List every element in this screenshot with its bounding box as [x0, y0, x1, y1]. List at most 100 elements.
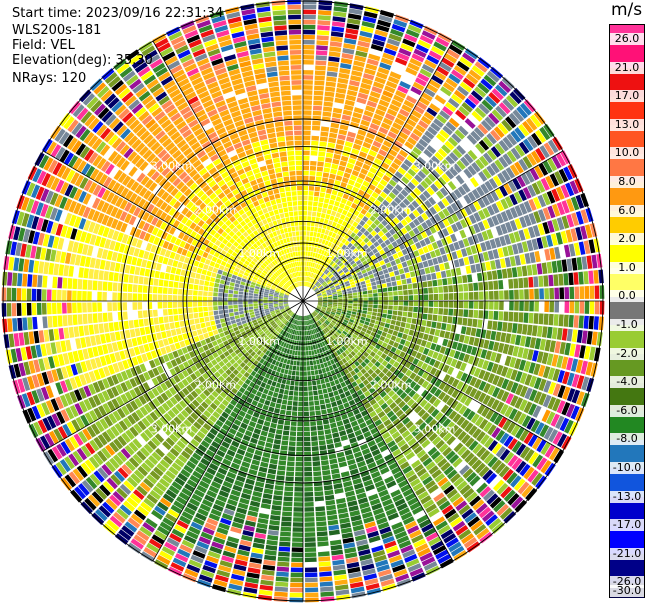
range-gate-cell: [202, 564, 216, 574]
range-gate-cell: [407, 474, 418, 483]
range-gate-cell: [441, 504, 454, 515]
range-gate-cell: [304, 456, 312, 462]
range-gate-cell: [303, 396, 309, 402]
range-gate-cell: [296, 446, 303, 452]
range-gate-cell: [344, 240, 350, 246]
range-gate-cell: [352, 333, 358, 339]
range-gate-cell: [468, 301, 474, 309]
range-gate-cell: [260, 579, 274, 586]
range-gate-cell: [215, 387, 223, 395]
range-gate-cell: [454, 129, 466, 140]
range-gate-cell: [551, 155, 562, 169]
range-gate-cell: [310, 267, 314, 273]
range-gate-cell: [289, 333, 293, 339]
range-gate-cell: [133, 386, 142, 397]
range-gate-cell: [436, 496, 448, 507]
range-gate-cell: [335, 286, 341, 290]
range-gate-cell: [264, 399, 271, 406]
range-gate-cell: [347, 500, 358, 507]
range-gate-cell: [529, 337, 537, 349]
range-gate-cell: [134, 328, 141, 337]
range-gate-cell: [389, 220, 396, 228]
range-gate-cell: [532, 405, 542, 418]
range-gate-cell: [333, 437, 341, 443]
range-gate-cell: [459, 362, 467, 372]
range-gate-cell: [453, 188, 463, 199]
range-gate-cell: [486, 396, 496, 408]
range-gate-cell: [186, 367, 194, 375]
range-gate-cell: [194, 466, 205, 475]
range-gate-cell: [459, 464, 470, 476]
range-gate-cell: [457, 445, 468, 457]
range-gate-cell: [478, 291, 484, 300]
range-gate-cell: [490, 162, 500, 174]
range-gate-cell: [219, 428, 228, 436]
range-gate-cell: [256, 402, 264, 409]
range-gate-cell: [373, 301, 378, 305]
range-gate-cell: [341, 311, 347, 315]
range-gate-cell: [309, 330, 312, 335]
range-gate-cell: [138, 345, 146, 354]
range-gate-cell: [165, 470, 176, 480]
range-gate-cell: [537, 223, 546, 236]
range-gate-cell: [279, 536, 291, 542]
range-gate-cell: [216, 323, 222, 329]
range-gate-cell: [431, 408, 440, 418]
range-gate-cell: [257, 319, 263, 324]
range-gate-cell: [209, 415, 218, 423]
range-gate-cell: [496, 213, 504, 224]
range-gate-cell: [312, 312, 317, 317]
range-gate-cell: [327, 280, 332, 285]
range-gate-cell: [409, 529, 422, 539]
range-gate-cell: [234, 512, 246, 520]
range-gate-cell: [372, 549, 386, 558]
range-gate-cell: [407, 203, 416, 212]
range-gate-cell: [489, 238, 497, 249]
range-gate-cell: [531, 264, 538, 276]
range-gate-cell: [402, 516, 415, 526]
range-gate-cell: [258, 513, 270, 520]
range-gate-cell: [393, 291, 398, 296]
range-gate-cell: [493, 479, 505, 492]
range-gate-cell: [239, 368, 246, 375]
range-gate-cell: [345, 283, 351, 287]
range-gate-cell: [271, 396, 277, 403]
range-gate-cell: [282, 318, 287, 323]
range-gate-cell: [357, 40, 371, 48]
range-gate-cell: [248, 505, 260, 513]
range-gate-cell: [269, 307, 274, 310]
range-gate-cell: [174, 458, 185, 468]
range-gate-cell: [48, 430, 59, 445]
range-gate-cell: [465, 265, 472, 274]
range-gate-cell: [287, 338, 291, 344]
range-gate-cell: [289, 592, 303, 598]
range-gate-cell: [171, 406, 180, 416]
range-gate-cell: [25, 346, 33, 360]
range-gate-cell: [475, 502, 488, 515]
range-gate-cell: [291, 313, 295, 318]
range-gate-cell: [300, 326, 302, 331]
range-gate-cell: [123, 320, 130, 330]
range-gate-cell: [339, 225, 345, 231]
range-gate-cell: [346, 229, 353, 236]
range-gate-cell: [365, 63, 378, 71]
range-gate-cell: [410, 441, 420, 451]
range-gate-cell: [246, 515, 257, 522]
range-gate-cell: [279, 315, 284, 320]
range-gate-cell: [70, 363, 79, 376]
range-gate-cell: [529, 301, 534, 312]
range-gate-cell: [139, 327, 146, 336]
range-gate-cell: [256, 317, 262, 322]
range-gate-cell: [410, 324, 416, 330]
range-gate-cell: [74, 375, 83, 388]
range-gate-cell: [478, 301, 484, 310]
range-gate-cell: [215, 407, 224, 415]
range-gate-cell: [414, 405, 423, 414]
range-gate-cell: [323, 302, 328, 304]
range-gate-cell: [424, 237, 431, 245]
range-gate-cell: [324, 284, 329, 289]
range-gate-cell: [413, 160, 423, 170]
range-gate-cell: [303, 165, 310, 171]
range-gate-cell: [463, 256, 470, 266]
range-gate-cell: [120, 382, 129, 393]
